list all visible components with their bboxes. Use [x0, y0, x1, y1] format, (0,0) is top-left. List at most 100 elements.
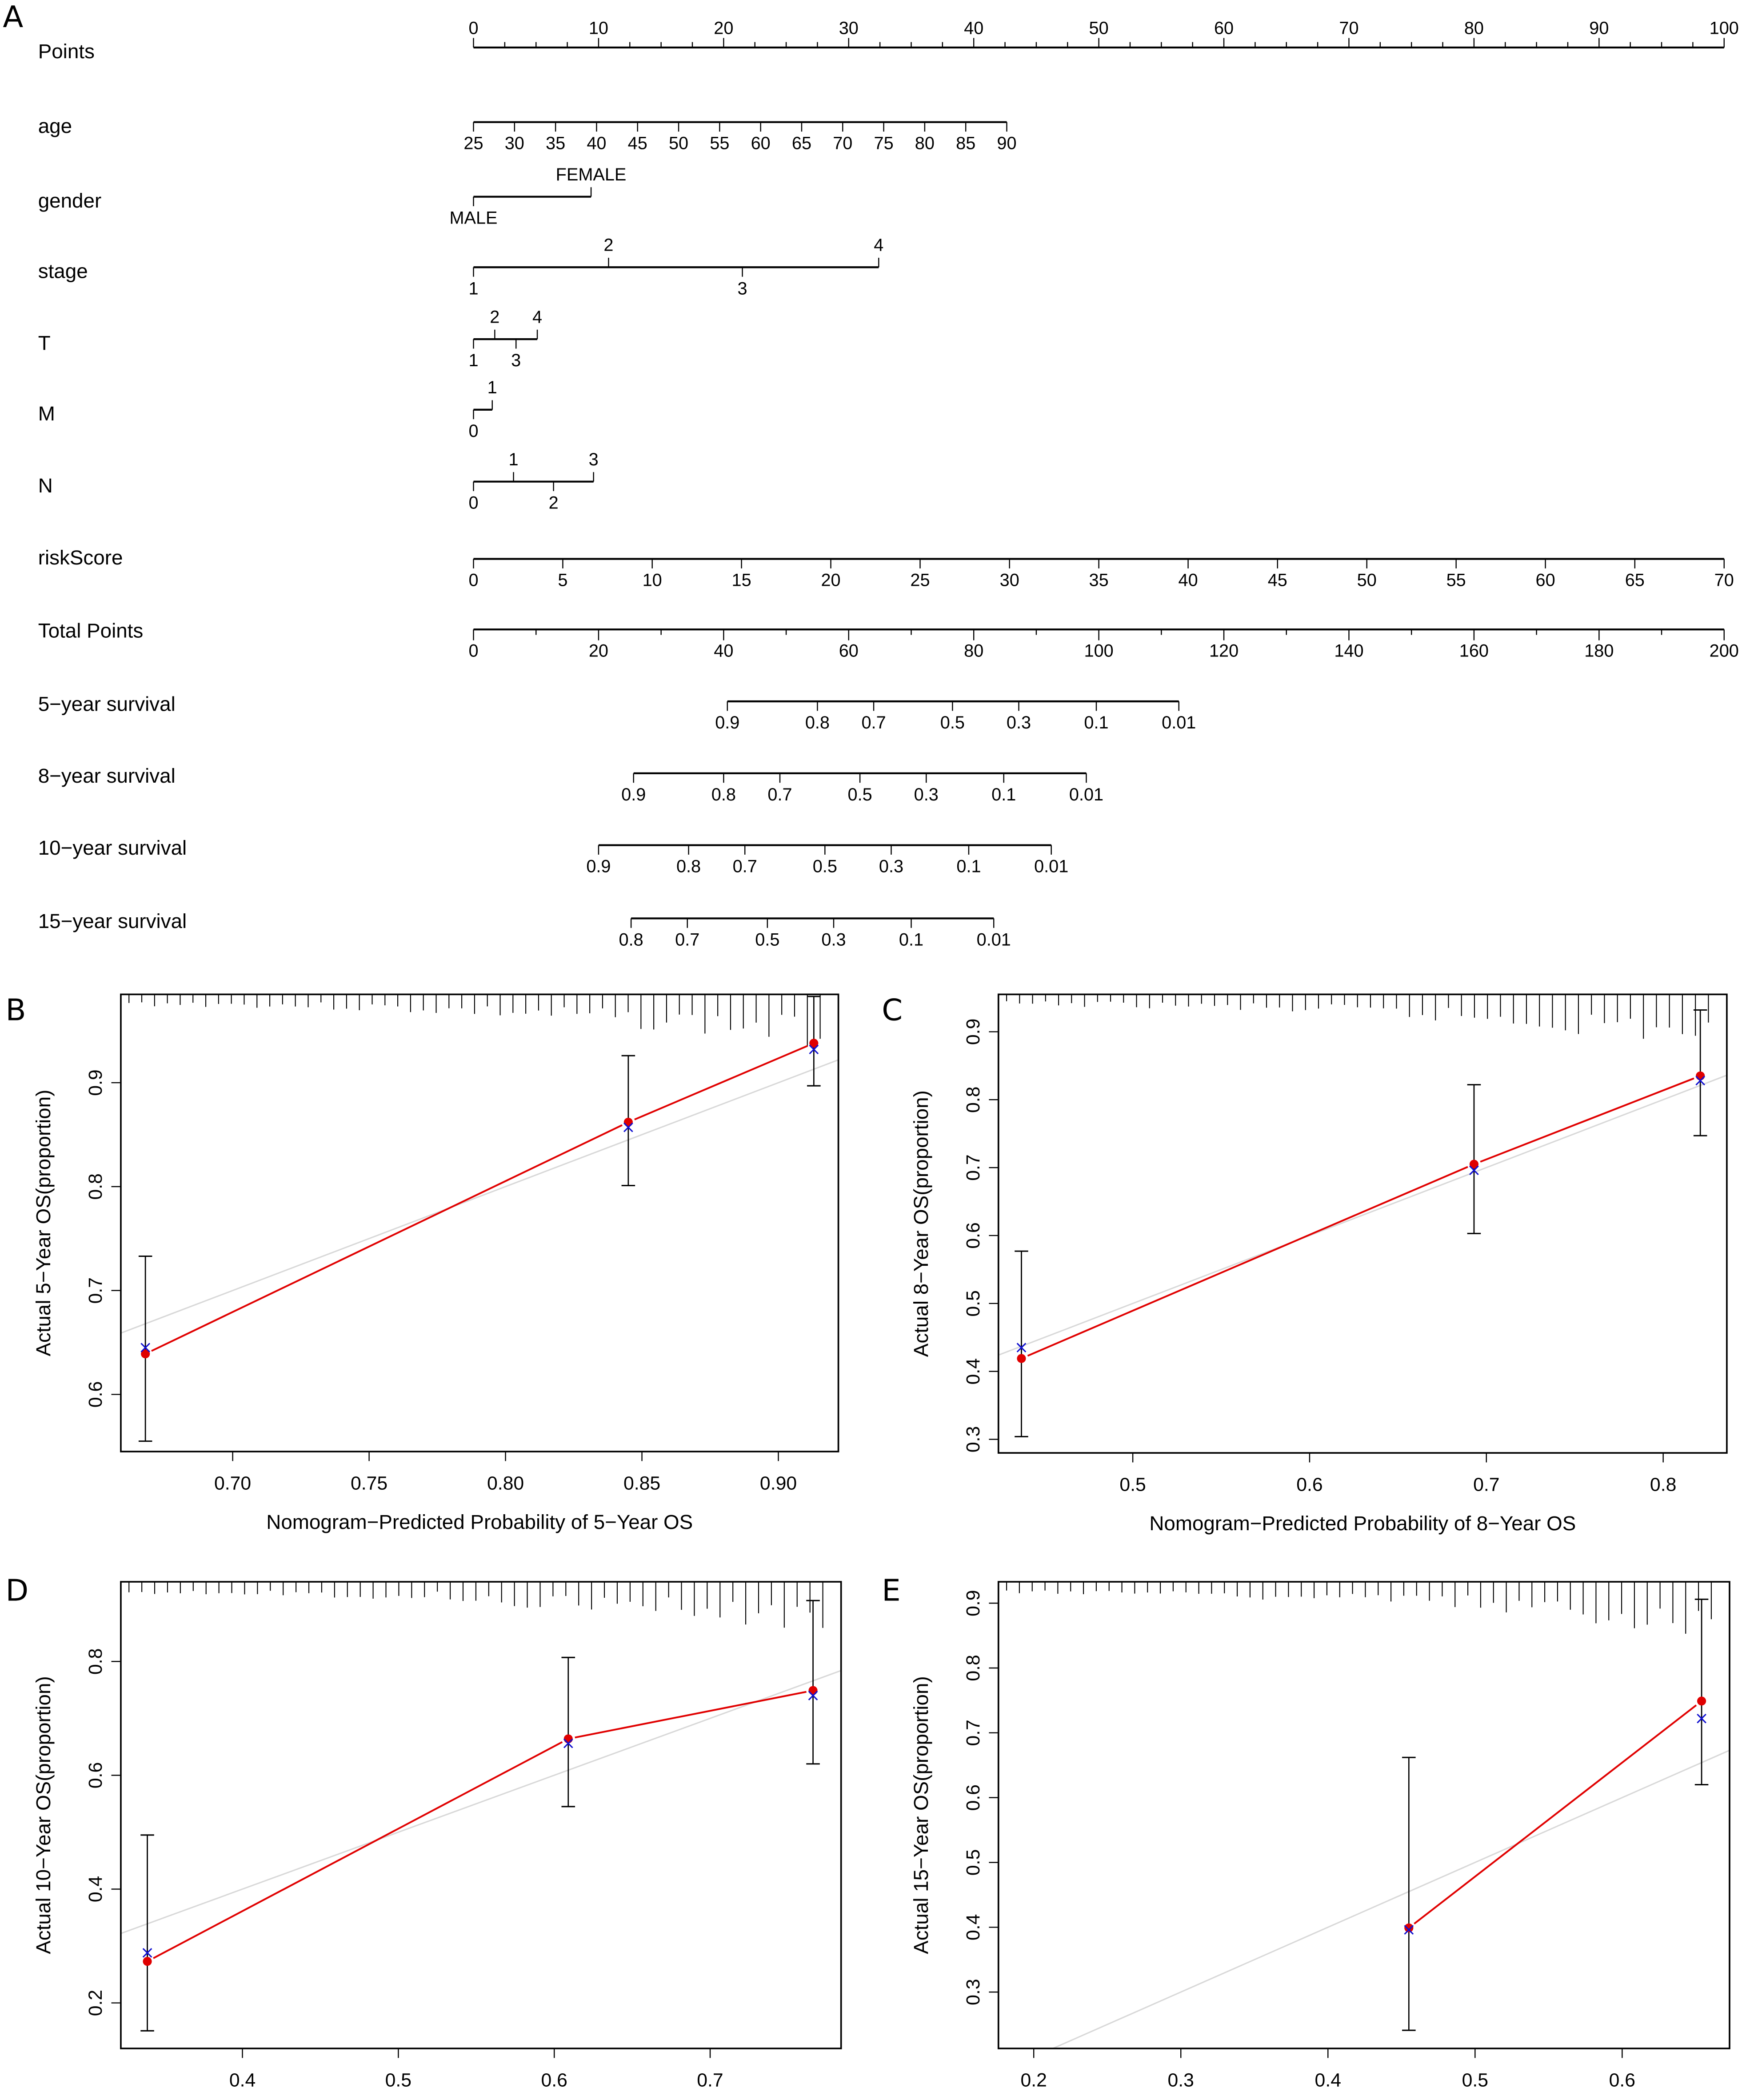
x-tick-label: 0.5 [385, 2069, 412, 2091]
tick-label: 50 [1357, 571, 1377, 590]
x-tick-label: 0.70 [214, 1472, 251, 1494]
y-tick-label: 0.7 [963, 1154, 984, 1180]
bias-corrected-marker [140, 1343, 151, 1353]
tick-label: 0.8 [805, 713, 830, 732]
nomogram-row-10-year-survival: 10−year survival 0.9 0.8 0.7 0.5 0.3 0.1 0.01 [38, 836, 1069, 876]
panel-letter-c: C [882, 992, 903, 1027]
observed-point [143, 1957, 152, 1966]
x-tick-label: 0.4 [1315, 2069, 1341, 2091]
tick-label: 20 [589, 641, 608, 660]
tick-label: 70 [833, 134, 852, 153]
tick-label: 80 [915, 134, 935, 153]
tick-label: 1 [509, 450, 519, 469]
tick-label: 90 [1589, 18, 1609, 38]
tick-label: 0 [468, 421, 478, 441]
tick-label: 10 [589, 18, 608, 38]
tick-label: FEMALE [556, 165, 627, 184]
nomogram-row-points: Points 0 10 20 30 40 50 60 70 80 90 100 [38, 18, 1739, 63]
tick-label: 80 [964, 641, 983, 660]
tick-label: 3 [738, 279, 747, 298]
x-tick-label: 0.85 [623, 1472, 660, 1494]
bias-corrected-marker [142, 1948, 152, 1958]
tick-label: 0.01 [1069, 785, 1103, 804]
tick-label: 0.8 [676, 857, 701, 876]
observed-line-segment [634, 1045, 808, 1120]
nomogram-row-total-points: Total Points 0 20 40 60 80 100 120 140 160 180 200 [38, 620, 1739, 661]
y-tick-label: 0.7 [85, 1277, 106, 1304]
tick-label: 40 [1179, 571, 1198, 590]
observed-point [141, 1349, 150, 1359]
x-axis-title: Nomogram−Predicted Probability of 5−Year… [266, 1511, 693, 1533]
calibration-panel-10yr: D 0.40.50.60.70.20.40.60.8Nomogram−Predi… [5, 1573, 842, 2091]
x-tick-label: 0.4 [229, 2069, 256, 2091]
x-axis-title: Nomogram−Predicted Probability of 8−Year… [1149, 1512, 1576, 1535]
y-tick-label: 0.9 [85, 1069, 106, 1096]
tick-label: 5 [558, 571, 567, 590]
nomogram-row-m: M 0 1 [38, 378, 497, 441]
tick-label: 0.5 [813, 857, 837, 876]
tick-label: 120 [1209, 641, 1239, 660]
tick-label: 1 [487, 378, 497, 397]
tick-label: 0.3 [914, 785, 939, 804]
tick-label: 70 [1339, 18, 1358, 38]
tick-label: 70 [1714, 571, 1734, 590]
observed-point [809, 1039, 819, 1048]
row-label: M [38, 402, 55, 425]
observed-line-segment [151, 1124, 623, 1352]
tick-label: 0 [468, 571, 478, 590]
tick-label: 3 [589, 450, 599, 469]
tick-label: 60 [839, 641, 859, 660]
tick-label: 0.5 [755, 930, 779, 949]
y-tick-label: 0.6 [963, 1784, 984, 1811]
y-tick-label: 0.5 [963, 1290, 984, 1316]
x-tick-label: 0.5 [1462, 2069, 1488, 2091]
tick-label: 90 [997, 134, 1016, 153]
row-label: 15−year survival [38, 910, 187, 932]
tick-label: 3 [511, 351, 521, 370]
y-tick-label: 0.7 [963, 1720, 984, 1746]
x-tick-label: 0.7 [697, 2069, 723, 2091]
y-tick-label: 0.4 [85, 1876, 106, 1902]
tick-label: 0.9 [586, 857, 611, 876]
nomogram-row-stage: stage 1 2 3 4 [38, 236, 884, 299]
row-label: 8−year survival [38, 764, 176, 787]
y-tick-label: 0.4 [963, 1358, 984, 1384]
panel-letter-a: A [3, 0, 23, 34]
row-label: N [38, 474, 53, 497]
tick-label: 100 [1084, 641, 1114, 660]
plot-frame [120, 1581, 842, 2049]
tick-label: 55 [1446, 571, 1466, 590]
bias-corrected-marker [809, 1044, 819, 1055]
observed-point [563, 1734, 573, 1744]
tick-label: 1 [468, 351, 478, 370]
tick-label: 65 [1625, 571, 1645, 590]
tick-label: 0.9 [715, 713, 739, 732]
x-tick-label: 0.6 [1296, 1474, 1322, 1496]
tick-label: 2 [490, 307, 499, 327]
x-tick-label: 0.5 [1119, 1474, 1146, 1496]
tick-label: 4 [532, 307, 542, 327]
tick-label: 0.7 [767, 785, 792, 804]
tick-label: 45 [1268, 571, 1287, 590]
bias-corrected-marker [563, 1738, 573, 1748]
tick-label: 25 [463, 134, 483, 153]
nomogram-row-age: age 25 30 35 40 45 50 55 60 65 70 75 80 85 90 [38, 115, 1017, 153]
y-tick-label: 0.2 [85, 1990, 106, 2016]
tick-label: 0.1 [1084, 713, 1108, 732]
tick-label: 15 [732, 571, 751, 590]
tick-label: 0.7 [675, 930, 699, 949]
tick-label: 0.5 [848, 785, 872, 804]
x-tick-label: 0.75 [351, 1472, 388, 1494]
plot-frame [997, 993, 1728, 1454]
tick-label: 60 [1214, 18, 1234, 38]
tick-label: 0 [468, 641, 478, 660]
bias-corrected-marker [1016, 1343, 1027, 1352]
bias-corrected-marker [1697, 1713, 1706, 1724]
tick-label: 1 [468, 279, 478, 298]
tick-label: 30 [505, 134, 524, 153]
observed-point [1017, 1354, 1026, 1363]
tick-label: 0 [468, 18, 478, 38]
panel-letter-e: E [882, 1573, 900, 1608]
